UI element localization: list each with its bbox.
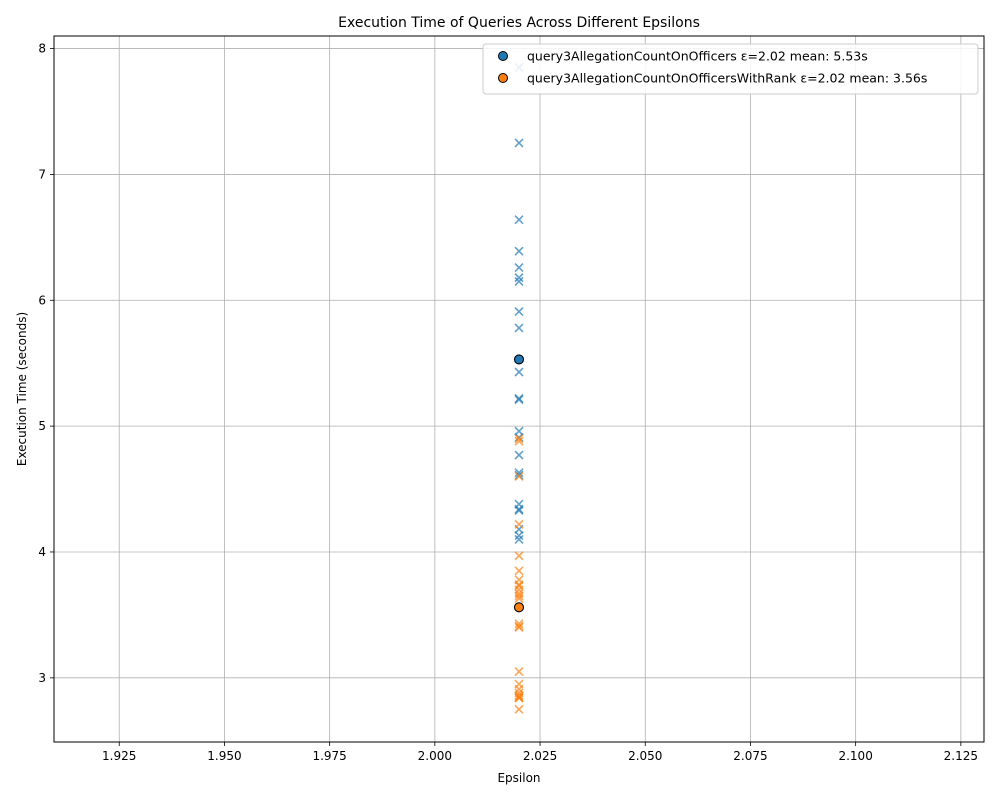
data-point (514, 395, 524, 405)
data-point (514, 246, 524, 256)
y-tick-label: 4 (38, 545, 46, 559)
data-point (514, 519, 524, 529)
series-1 (514, 62, 524, 544)
y-axis-label: Execution Time (seconds) (15, 312, 29, 466)
mean-point-series-2 (513, 602, 525, 613)
legend: query3AllegationCountOnOfficers ε=2.02 m… (482, 43, 979, 95)
x-tick-label: 1.950 (207, 749, 241, 763)
data-point (514, 450, 524, 460)
data-point (514, 704, 524, 714)
x-tick-label: 2.050 (628, 749, 662, 763)
data-point (514, 273, 524, 283)
data-point (514, 471, 524, 482)
data-point (514, 566, 524, 576)
data-point (514, 692, 524, 702)
data-point (514, 307, 524, 317)
data-point (514, 621, 524, 631)
chart-title: Execution Time of Queries Across Differe… (338, 15, 700, 31)
legend-label-series-1: query3AllegationCountOnOfficers ε=2.02 m… (527, 49, 868, 64)
plot-frame (53, 35, 985, 743)
x-tick-label: 1.975 (312, 749, 346, 763)
data-point (514, 215, 524, 225)
y-tick-label: 7 (38, 167, 46, 181)
data-point (514, 551, 524, 561)
x-tick-label: 2.075 (733, 749, 767, 763)
x-tick-label: 2.100 (838, 749, 872, 763)
data-point (514, 693, 524, 703)
x-axis-ticks: 1.925 1.950 1.975 2.000 2.025 2.050 2.075 2.100… (102, 742, 978, 763)
data-point (514, 367, 524, 377)
data-point (514, 591, 524, 601)
data-point (514, 531, 524, 541)
grid (54, 36, 984, 742)
data-point (514, 470, 524, 480)
x-tick-label: 2.000 (418, 749, 452, 763)
x-tick-label: 2.125 (944, 749, 978, 763)
y-tick-label: 8 (38, 42, 46, 56)
x-tick-label: 2.025 (523, 749, 557, 763)
data-point (514, 581, 524, 591)
data-point (514, 468, 524, 478)
data-point (514, 690, 524, 701)
data-point (514, 436, 524, 446)
x-axis-label: Epsilon (497, 771, 540, 785)
data-point (514, 393, 524, 404)
data-point (514, 276, 524, 286)
legend-box (482, 43, 979, 95)
y-axis-ticks: 3 4 5 6 7 8 (38, 42, 54, 685)
data-point (514, 534, 524, 544)
data-point (514, 262, 524, 273)
data-point (514, 593, 524, 604)
x-tick-label: 1.925 (102, 749, 136, 763)
data-point (514, 504, 524, 514)
legend-marker-series-2 (498, 73, 508, 83)
series-2 (514, 434, 524, 714)
data-point (514, 432, 524, 443)
data-point (514, 323, 524, 333)
y-tick-label: 3 (38, 671, 46, 685)
data-point (514, 505, 524, 516)
legend-label-series-2: query3AllegationCountOnOfficersWithRank … (527, 71, 927, 86)
y-tick-label: 6 (38, 293, 46, 307)
data-points (513, 62, 525, 714)
data-point (514, 434, 524, 444)
legend-marker-series-1 (498, 51, 508, 61)
data-point (514, 619, 524, 629)
data-point (514, 622, 524, 633)
data-point (514, 666, 524, 677)
mean-point-series-1 (513, 354, 525, 365)
data-point (514, 138, 524, 148)
y-tick-label: 5 (38, 419, 46, 433)
